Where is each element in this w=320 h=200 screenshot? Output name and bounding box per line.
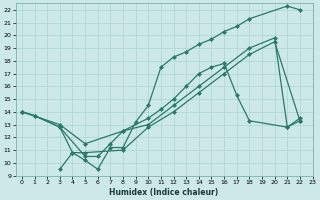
- X-axis label: Humidex (Indice chaleur): Humidex (Indice chaleur): [109, 188, 219, 197]
